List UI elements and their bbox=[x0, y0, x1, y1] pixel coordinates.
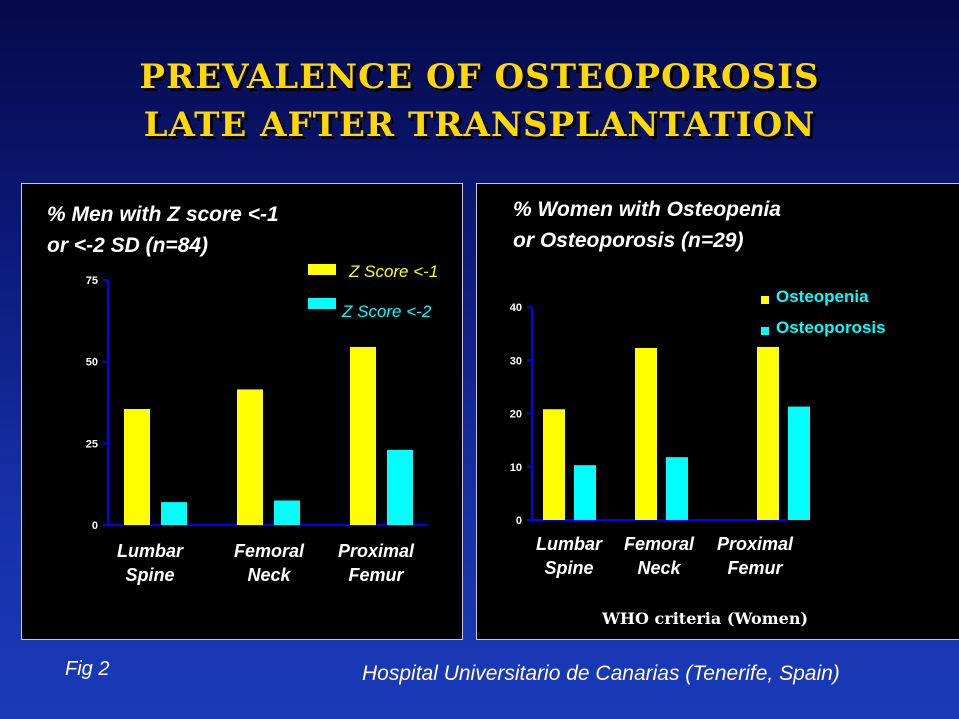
men-legend-label-0: Z Score <-1 bbox=[348, 262, 438, 281]
men-chart-title-line1: % Men with Z score <-1 bbox=[47, 203, 279, 226]
women-bar-1-0 bbox=[635, 348, 657, 520]
men-y-tick-label-3: 75 bbox=[86, 275, 98, 287]
women-chart-title-line2: or Osteoporosis (n=29) bbox=[513, 229, 744, 252]
women-category-label-2-1: Femur bbox=[727, 558, 783, 578]
men-bar-1-0 bbox=[237, 389, 263, 525]
women-legend-label-1: Osteoporosis bbox=[776, 318, 886, 337]
women-category-label-1-0: Femoral bbox=[624, 534, 695, 554]
women-y-tick-label-3: 30 bbox=[510, 355, 522, 367]
women-y-tick-label-0: 0 bbox=[516, 515, 522, 527]
men-legend-label-1: Z Score <-2 bbox=[341, 302, 432, 321]
women-bar-chart: 0 10 20 30 40 Lumbar Spine Femoral Neck Proximal F… bbox=[510, 287, 886, 578]
women-category-label-0-0: Lumbar bbox=[536, 534, 603, 554]
men-legend-swatch-0 bbox=[308, 264, 336, 275]
men-bar-0-0 bbox=[124, 409, 150, 525]
women-bar-0-0 bbox=[543, 409, 565, 520]
women-y-tick-label-4: 40 bbox=[510, 302, 522, 314]
men-y-tick-label-1: 25 bbox=[86, 438, 98, 450]
men-category-label-1-0: Femoral bbox=[234, 541, 305, 561]
slide-title-line2: LATE AFTER TRANSPLANTATION bbox=[143, 105, 816, 145]
men-y-tick-label-0: 0 bbox=[92, 520, 98, 532]
men-bar-2-1 bbox=[387, 449, 413, 525]
women-y-tick-label-2: 20 bbox=[510, 409, 522, 421]
men-y-tick-label-2: 50 bbox=[86, 357, 98, 369]
who-criteria-note: WHO criteria (Women) bbox=[601, 609, 809, 628]
slide-title-line1: PREVALENCE OF OSTEOPOROSIS bbox=[139, 57, 820, 97]
men-bar-1-1 bbox=[274, 500, 300, 525]
women-bar-0-1 bbox=[574, 465, 596, 520]
women-legend-label-0: Osteopenia bbox=[776, 287, 869, 306]
women-chart-panel: % Women with Osteopenia or Osteoporosis … bbox=[476, 183, 959, 640]
men-bar-chart: 0 25 50 75 Lumbar Spine Femoral Neck Proximal Fem… bbox=[86, 262, 439, 585]
women-chart-title-line1: % Women with Osteopenia bbox=[513, 198, 781, 221]
men-category-label-1-1: Neck bbox=[247, 565, 291, 585]
women-bar-1-1 bbox=[666, 457, 688, 520]
figure-label: Fig 2 bbox=[65, 658, 110, 680]
women-bar-2-1 bbox=[788, 406, 810, 520]
men-category-label-0-0: Lumbar bbox=[117, 541, 184, 561]
women-y-tick-label-1: 10 bbox=[510, 462, 522, 474]
women-category-label-1-1: Neck bbox=[637, 558, 681, 578]
women-bar-2-0 bbox=[757, 346, 779, 520]
women-legend-swatch-1 bbox=[761, 327, 769, 335]
women-category-label-2-0: Proximal bbox=[717, 534, 794, 554]
men-category-label-2-0: Proximal bbox=[338, 541, 415, 561]
men-category-label-2-1: Femur bbox=[348, 565, 404, 585]
men-bar-2-0 bbox=[350, 346, 376, 525]
women-category-label-0-1: Spine bbox=[544, 558, 593, 578]
men-category-label-0-1: Spine bbox=[125, 565, 174, 585]
men-bar-0-1 bbox=[161, 502, 187, 525]
men-legend-swatch-1 bbox=[308, 298, 336, 309]
men-chart-title-line2: or <-2 SD (n=84) bbox=[47, 234, 209, 257]
source-label: Hospital Universitario de Canarias (Tene… bbox=[362, 662, 840, 685]
men-chart-panel: % Men with Z score <-1 or <-2 SD (n=84) … bbox=[21, 183, 463, 640]
women-legend-swatch-0 bbox=[761, 296, 769, 304]
